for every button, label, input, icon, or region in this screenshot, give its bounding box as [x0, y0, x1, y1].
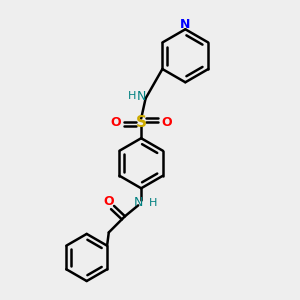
Text: N: N: [136, 90, 146, 103]
Text: N: N: [134, 196, 143, 209]
Text: O: O: [103, 195, 114, 208]
Text: H: H: [149, 198, 157, 208]
Text: O: O: [161, 116, 172, 128]
Text: O: O: [111, 116, 122, 128]
Text: S: S: [136, 115, 147, 130]
Text: N: N: [180, 18, 190, 32]
Text: H: H: [128, 91, 136, 101]
